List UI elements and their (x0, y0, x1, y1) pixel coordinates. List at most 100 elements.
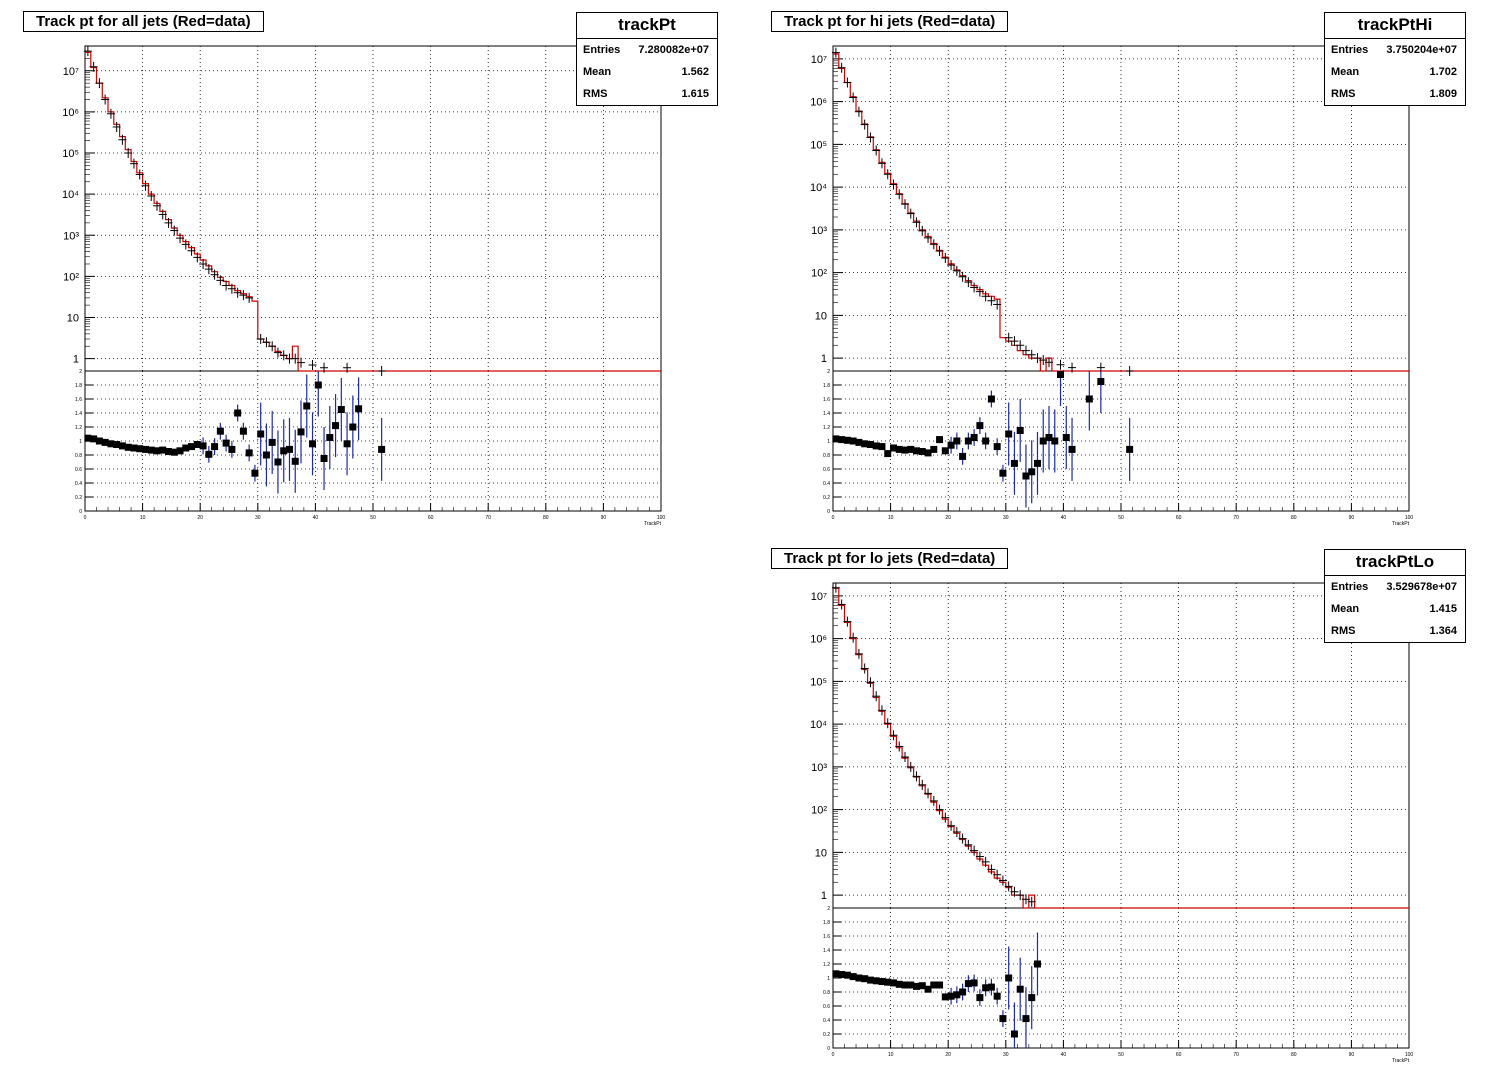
ratio-point (976, 422, 984, 430)
ratio-point (987, 395, 995, 403)
mc-point (135, 169, 144, 180)
mc-point (1010, 336, 1019, 347)
ratio-y-tick-label: 0.6 (823, 467, 830, 473)
y-tick-label: 10⁶ (810, 97, 827, 109)
mc-point (239, 290, 248, 301)
mc-point (1056, 359, 1065, 370)
mc-point (993, 299, 1002, 310)
mc-point (975, 851, 984, 862)
y-tick-label: 10⁵ (810, 676, 827, 688)
x-tick-label: 90 (1349, 515, 1355, 521)
x-tick-label: 60 (1176, 1052, 1182, 1058)
ratio-point (924, 449, 932, 457)
ratio-point (1016, 427, 1024, 434)
ratio-point (838, 971, 846, 978)
stats-mean-row: Mean 1.562 (577, 61, 717, 83)
x-tick-label: 70 (1233, 515, 1239, 521)
ratio-point (907, 445, 915, 453)
ratio-y-tick-label: 1.6 (823, 397, 830, 403)
mc-point (906, 208, 915, 219)
y-tick-label: 10⁶ (810, 634, 827, 646)
ratio-y-tick-label: 1.8 (823, 383, 830, 389)
x-tick-label: 90 (601, 515, 607, 521)
x-tick-label: 0 (84, 515, 87, 521)
mc-point (918, 779, 927, 790)
mc-point (204, 264, 213, 275)
stats-box: trackPt Entries 7.280082e+07 Mean 1.562 RM… (576, 12, 718, 106)
stats-mean-value: 1.562 (681, 66, 709, 78)
x-tick-label: 20 (197, 515, 203, 521)
y-tick-label: 1 (73, 354, 79, 366)
mc-point (970, 845, 979, 856)
y-tick-label: 10³ (811, 225, 827, 237)
ratio-point (355, 405, 363, 413)
ratio-point (216, 427, 224, 435)
ratio-point (907, 981, 915, 989)
y-tick-label: 10⁵ (62, 148, 79, 160)
stats-entries-row: Entries 3.529678e+07 (1325, 576, 1465, 598)
ratio-point (930, 981, 938, 989)
plot-lo-jets: 0 10 20 30 40 50 60 70 80 90 100TrackPt11010²10³10… (810, 582, 1413, 1064)
ratio-point (913, 447, 921, 455)
plot-hi-jets: 0 10 20 30 40 50 60 70 80 90 100TrackPt11010²10³10… (810, 45, 1413, 527)
mc-point (1027, 896, 1036, 907)
mc-point (1096, 362, 1105, 373)
ratio-point (866, 441, 874, 448)
mc-point (895, 189, 904, 200)
ratio-point (291, 457, 299, 465)
stats-box: trackPtHi Entries 3.750204e+07 Mean 1.702 … (1324, 12, 1466, 106)
ratio-point (947, 992, 955, 1000)
x-tick-label: 80 (543, 515, 549, 521)
mc-point (1010, 886, 1019, 897)
x-tick-label: 50 (370, 515, 376, 521)
mc-point (929, 239, 938, 250)
mc-point (935, 246, 944, 257)
ratio-point (251, 469, 259, 477)
stats-rms-row: RMS 1.364 (1325, 620, 1465, 642)
ratio-point (84, 434, 92, 442)
x-axis-label: TrackPt (1392, 521, 1410, 527)
ratio-point (343, 440, 351, 448)
mc-point (1027, 349, 1036, 360)
ratio-y-tick-label: 1 (827, 439, 830, 445)
x-tick-label: 20 (945, 515, 951, 521)
x-tick-label: 50 (1118, 515, 1124, 521)
ratio-point (970, 434, 978, 441)
mc-point (118, 134, 127, 145)
x-tick-label: 60 (1176, 515, 1182, 521)
stats-rms-label: RMS (1331, 88, 1356, 100)
mc-point (901, 199, 909, 210)
y-tick-label: 10³ (63, 230, 79, 242)
ratio-point (176, 447, 184, 455)
ratio-point (941, 993, 949, 1001)
mc-point (164, 217, 173, 228)
x-tick-label: 0 (832, 515, 835, 521)
mc-point (981, 856, 990, 867)
ratio-point (1005, 974, 1013, 982)
ratio-point (987, 983, 995, 991)
ratio-y-tick-label: 0.4 (823, 1018, 830, 1024)
stats-rms-value: 1.364 (1429, 625, 1457, 637)
mc-point (941, 812, 950, 823)
mc-point (1016, 340, 1025, 351)
mc-point (889, 179, 898, 190)
mc-point (377, 366, 386, 376)
mc-point (222, 280, 231, 291)
mc-point (872, 691, 881, 702)
ratio-y-tick-label: 1.4 (823, 948, 830, 954)
ratio-point (165, 448, 173, 455)
ratio-point (866, 976, 874, 984)
x-tick-label: 50 (1118, 1052, 1124, 1058)
stats-rms-value: 1.615 (681, 88, 709, 100)
mc-point (1125, 366, 1134, 376)
mc-point (273, 347, 282, 358)
mc-point (866, 132, 875, 143)
x-axis-label: TrackPt (1392, 1058, 1410, 1064)
mc-point (889, 730, 898, 741)
mc-point (837, 599, 846, 610)
ratio-point (239, 427, 247, 435)
mc-point (831, 582, 840, 593)
data-histogram-red (85, 51, 661, 372)
x-tick-label: 30 (1003, 1052, 1009, 1058)
mc-point (837, 62, 846, 73)
